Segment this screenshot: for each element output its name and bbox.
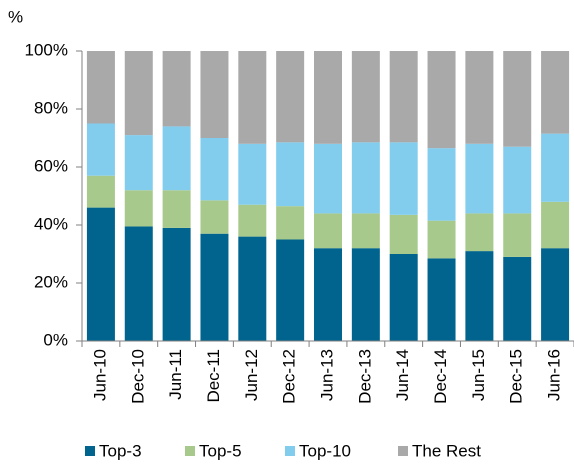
x-tick-label: Dec-14 <box>431 349 450 404</box>
bar-segment <box>503 213 532 257</box>
x-tick-label: Jun-15 <box>469 349 488 401</box>
y-tick-label: 100% <box>25 40 68 59</box>
bar-segment <box>465 51 494 144</box>
bar-segment <box>200 200 229 234</box>
bar-segment <box>86 123 115 176</box>
bar-segment <box>124 51 153 136</box>
bar-segment <box>200 233 229 341</box>
x-tick-label: Dec-12 <box>280 349 299 404</box>
bar-segment <box>86 51 115 124</box>
bar-segment <box>389 142 418 215</box>
bar-segment <box>389 214 418 254</box>
bar-segment <box>427 51 456 149</box>
bar-segment <box>541 248 570 341</box>
bar-segment <box>86 207 115 341</box>
bar-segment <box>465 143 494 214</box>
bar-segment <box>238 204 267 237</box>
bar-segment <box>541 201 570 249</box>
bar-segment <box>427 220 456 259</box>
x-tick-label: Dec-15 <box>507 349 526 404</box>
legend-label: Top-3 <box>99 441 142 460</box>
bar-segment <box>124 135 153 191</box>
bar-segment <box>465 251 494 341</box>
bar-segment <box>276 206 305 240</box>
x-tick-label: Dec-13 <box>355 349 374 404</box>
legend-swatch <box>398 446 408 456</box>
legend-swatch <box>85 446 95 456</box>
bar-segment <box>541 51 570 134</box>
bar-segment <box>124 190 153 227</box>
bar-segment <box>276 239 305 341</box>
bar-segment <box>276 142 305 207</box>
x-tick-label: Jun-10 <box>90 349 109 401</box>
bar-segment <box>162 126 191 191</box>
y-tick-label: 40% <box>34 214 68 233</box>
bar-segment <box>314 143 342 214</box>
bar-segment <box>427 258 456 341</box>
bar-segment <box>238 143 267 205</box>
bar-segment <box>351 248 380 341</box>
bar-segment <box>351 213 380 249</box>
bar-segment <box>276 51 305 143</box>
bar-segment <box>238 51 267 144</box>
bar-segment <box>86 175 115 208</box>
bar-segment <box>541 133 570 202</box>
legend-label: Top-10 <box>299 441 351 460</box>
bar-segment <box>162 190 191 228</box>
bar-segment <box>314 51 342 144</box>
bar-segment <box>465 213 494 252</box>
y-axis-label: % <box>8 7 23 26</box>
bar-segment <box>351 51 380 143</box>
bar-segment <box>314 213 342 249</box>
x-tick-label: Jun-16 <box>545 349 564 401</box>
legend-swatch <box>285 446 295 456</box>
legend-swatch <box>185 446 195 456</box>
bar-segment <box>351 142 380 214</box>
bar-segment <box>124 226 153 341</box>
x-tick-label: Jun-14 <box>393 349 412 401</box>
y-tick-label: 20% <box>34 272 68 291</box>
x-tick-label: Jun-11 <box>166 349 185 400</box>
bar-segment <box>389 254 418 341</box>
legend-label: Top-5 <box>199 441 242 460</box>
bar-segment <box>389 51 418 143</box>
bar-segment <box>238 236 267 341</box>
x-tick-label: Dec-11 <box>204 349 223 403</box>
bar-segment <box>162 51 191 127</box>
bar-segment <box>314 248 342 341</box>
bar-segment <box>503 51 532 147</box>
x-tick-label: Jun-12 <box>242 349 261 401</box>
y-tick-label: 80% <box>34 98 68 117</box>
x-tick-label: Dec-10 <box>128 349 147 404</box>
bar-segment <box>503 146 532 214</box>
bar-segment <box>427 148 456 221</box>
bar-segment <box>200 138 229 201</box>
y-tick-label: 0% <box>43 330 68 349</box>
x-tick-label: Jun-13 <box>317 349 336 401</box>
bar-segment <box>503 256 532 341</box>
y-tick-label: 60% <box>34 156 68 175</box>
bar-segment <box>162 227 191 341</box>
legend-label: The Rest <box>412 441 481 460</box>
bar-segment <box>200 51 229 138</box>
